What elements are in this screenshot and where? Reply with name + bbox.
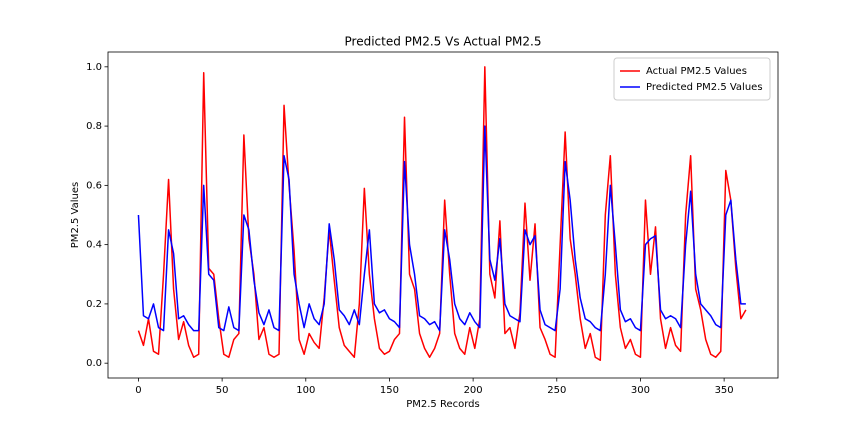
x-tick-label: 200: [464, 385, 483, 396]
y-tick-label: 0.4: [86, 240, 102, 251]
x-tick-label: 50: [216, 385, 229, 396]
x-axis-label: PM2.5 Records: [406, 399, 480, 410]
legend-label: Actual PM2.5 Values: [646, 66, 747, 77]
x-tick-label: 100: [296, 385, 315, 396]
x-tick-label: 350: [715, 385, 734, 396]
x-tick-label: 250: [547, 385, 566, 396]
y-tick-label: 0.6: [86, 180, 102, 191]
chart-title: Predicted PM2.5 Vs Actual PM2.5: [345, 35, 542, 49]
y-axis-label: PM2.5 Values: [70, 182, 81, 248]
plot-frame: [107, 51, 779, 379]
y-tick-label: 0.2: [86, 299, 102, 310]
y-tick-label: 0.0: [86, 358, 102, 369]
y-tick-label: 1.0: [86, 62, 102, 73]
x-tick-label: 150: [380, 385, 399, 396]
x-tick-label: 300: [631, 385, 650, 396]
series-line: [137, 125, 746, 332]
y-tick-label: 0.8: [86, 121, 102, 132]
x-tick-label: 0: [135, 385, 141, 396]
legend-box: [613, 57, 771, 101]
legend-label: Predicted PM2.5 Values: [646, 82, 763, 93]
